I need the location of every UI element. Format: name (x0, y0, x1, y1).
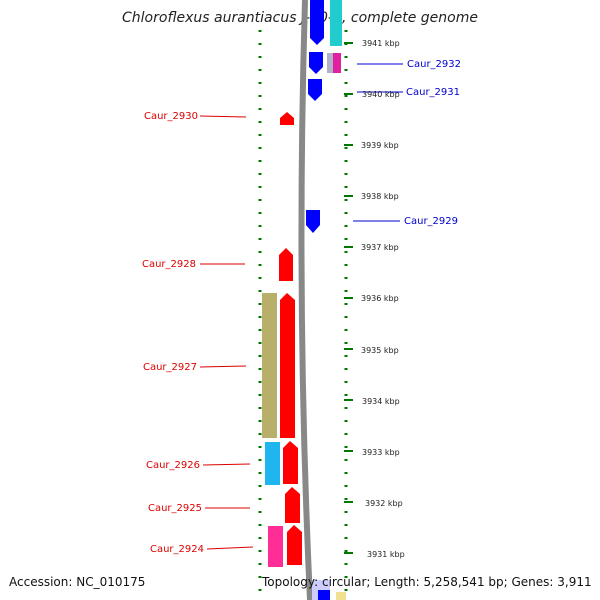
gene-bottom-blue-block[interactable] (318, 590, 330, 600)
gene-caur-2925-arrow[interactable] (285, 487, 300, 523)
gene-caur-2931-arrow[interactable] (308, 79, 322, 101)
kbp-label: 3932 kbp (365, 499, 403, 508)
gene-caur-2932-arrow[interactable] (309, 52, 323, 74)
kbp-label: 3931 kbp (367, 550, 405, 559)
kbp-label: 3935 kbp (361, 346, 399, 355)
gene-caur-2932-gray-block[interactable] (327, 53, 333, 73)
feature-block-cyan[interactable] (265, 442, 280, 485)
gene-label-caur-2930[interactable]: Caur_2930 (144, 111, 198, 122)
gene-caur-2927-arrow[interactable] (280, 293, 295, 438)
gene-label-caur-2926[interactable]: Caur_2926 (146, 460, 200, 471)
genome-summary: Topology: circular; Length: 5,258,541 bp… (262, 575, 592, 589)
kbp-label: 3941 kbp (362, 39, 400, 48)
kbp-label: 3937 kbp (361, 243, 399, 252)
feature-block-olive[interactable] (262, 293, 277, 438)
gene-caur-2926-arrow[interactable] (283, 441, 298, 484)
gene-label-caur-2925[interactable]: Caur_2925 (148, 503, 202, 514)
gene-label-caur-2924[interactable]: Caur_2924 (150, 544, 204, 555)
feature-block-pink[interactable] (268, 526, 283, 567)
gene-label-caur-2928[interactable]: Caur_2928 (142, 259, 196, 270)
gene-bottom-yellow-block[interactable] (336, 592, 346, 600)
kbp-label: 3938 kbp (361, 192, 399, 201)
gene-caur-2928-arrow[interactable] (279, 248, 293, 281)
kbp-label: 3940 kbp (362, 90, 400, 99)
gene-caur-2930-arrow[interactable] (280, 112, 294, 125)
leader-caur-2926 (202, 463, 251, 466)
map-title: Chloroflexus aurantiacus J-10-fl, comple… (122, 10, 478, 26)
gene-caur-2932-pink-block[interactable] (333, 53, 341, 73)
gene-label-caur-2929[interactable]: Caur_2929 (404, 216, 458, 227)
kbp-label: 3933 kbp (362, 448, 400, 457)
leader-caur-2924 (206, 546, 254, 550)
genome-backbone (298, 0, 313, 600)
gene-label-caur-2927[interactable]: Caur_2927 (143, 362, 197, 373)
gene-top-reverse-arrow[interactable] (310, 0, 324, 45)
accession-label: Accession: NC_010175 (9, 575, 146, 589)
gene-label-caur-2932[interactable]: Caur_2932 (407, 59, 461, 70)
leader-caur-2927 (199, 365, 247, 368)
kbp-label: 3934 kbp (362, 397, 400, 406)
kbp-label: 3939 kbp (361, 141, 399, 150)
gene-label-caur-2931[interactable]: Caur_2931 (406, 87, 460, 98)
leader-caur-2930 (199, 115, 247, 118)
kbp-label: 3936 kbp (361, 294, 399, 303)
kbp-ticks (344, 42, 353, 554)
gene-top-teal-block[interactable] (330, 0, 342, 46)
gene-caur-2929-arrow[interactable] (306, 210, 320, 233)
gene-caur-2924-arrow[interactable] (287, 525, 302, 565)
